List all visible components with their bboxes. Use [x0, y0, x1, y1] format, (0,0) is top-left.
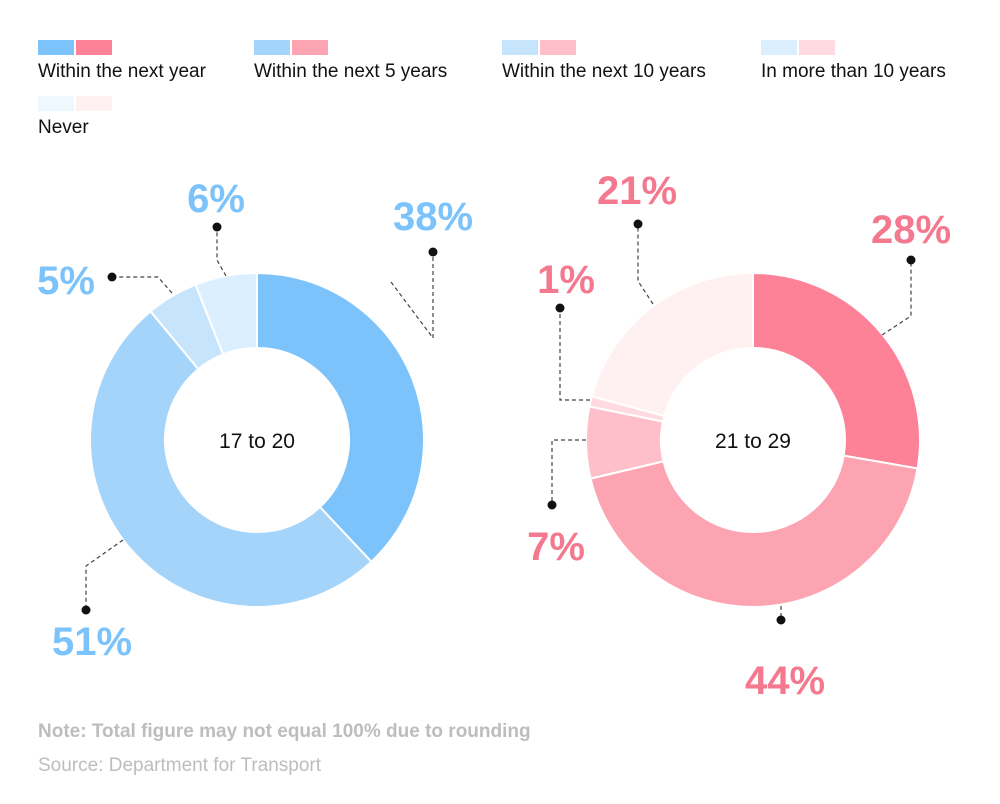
leader-line — [551, 439, 586, 505]
legend: Within the next year Within the next 5 y… — [0, 0, 1000, 150]
legend-swatch-blue — [761, 40, 797, 55]
donut-slice-never — [590, 271, 754, 418]
leader-dot — [547, 500, 557, 510]
leader-line — [112, 276, 173, 294]
legend-label: Within the next 5 years — [254, 61, 448, 82]
donut-slice-within-the-next-year — [256, 271, 425, 564]
leader-line — [85, 539, 124, 610]
leader-line — [559, 308, 590, 401]
legend-label: Never — [38, 117, 89, 138]
leader-dot — [633, 219, 643, 229]
source-note: Source: Department for Transport — [38, 755, 322, 776]
slice-percent-label: 44% — [745, 659, 825, 703]
slice-percent-label: 51% — [52, 620, 132, 664]
legend-swatch-blue — [38, 96, 74, 111]
slice-percent-label: 38% — [393, 195, 473, 239]
donut-slice-in-more-than-10-years — [194, 271, 258, 356]
legend-swatch-pink — [292, 40, 328, 55]
legend-swatch-pink — [799, 40, 835, 55]
leader-line — [637, 224, 654, 305]
legend-swatch-pink — [76, 96, 112, 111]
leader-dot — [776, 615, 786, 625]
slice-percent-label: 6% — [187, 177, 245, 221]
donut-chart-21-to-29: 28% 44% 7% 1% 21% 21 to 29 — [527, 169, 951, 703]
legend-swatch-blue — [254, 40, 290, 55]
leader-line — [216, 227, 227, 277]
slice-percent-label: 1% — [537, 258, 595, 302]
legend-swatch-pink — [76, 40, 112, 55]
donut-slice-within-the-next-5-years — [89, 309, 373, 608]
donut-center-label: 21 to 29 — [715, 430, 791, 453]
slice-percent-label: 21% — [597, 169, 677, 213]
legend-label: In more than 10 years — [761, 61, 946, 82]
slice-percent-label: 28% — [871, 208, 951, 252]
leader-dot — [81, 605, 91, 615]
leader-dot — [107, 272, 117, 282]
footnote: Note: Total figure may not equal 100% du… — [38, 721, 531, 742]
donut-slice-within-the-next-5-years — [589, 454, 919, 608]
leader-line — [390, 252, 434, 340]
donut-center-label: 17 to 20 — [219, 430, 295, 453]
leader-dot — [906, 255, 916, 265]
legend-swatch-pink — [540, 40, 576, 55]
slice-percent-label: 7% — [527, 525, 585, 569]
leader-dot — [555, 303, 565, 313]
slice-percent-label: 5% — [37, 259, 95, 303]
donut-slice-within-the-next-year — [752, 271, 921, 470]
legend-label: Within the next year — [38, 61, 206, 82]
legend-swatch-blue — [502, 40, 538, 55]
legend-label: Within the next 10 years — [502, 61, 706, 82]
leader-dot — [428, 247, 438, 257]
leader-line — [881, 260, 912, 336]
donut-chart-17-to-20: 38% 51% 5% 6% 17 to 20 — [37, 177, 473, 664]
leader-dot — [212, 222, 222, 232]
legend-swatch-blue — [38, 40, 74, 55]
